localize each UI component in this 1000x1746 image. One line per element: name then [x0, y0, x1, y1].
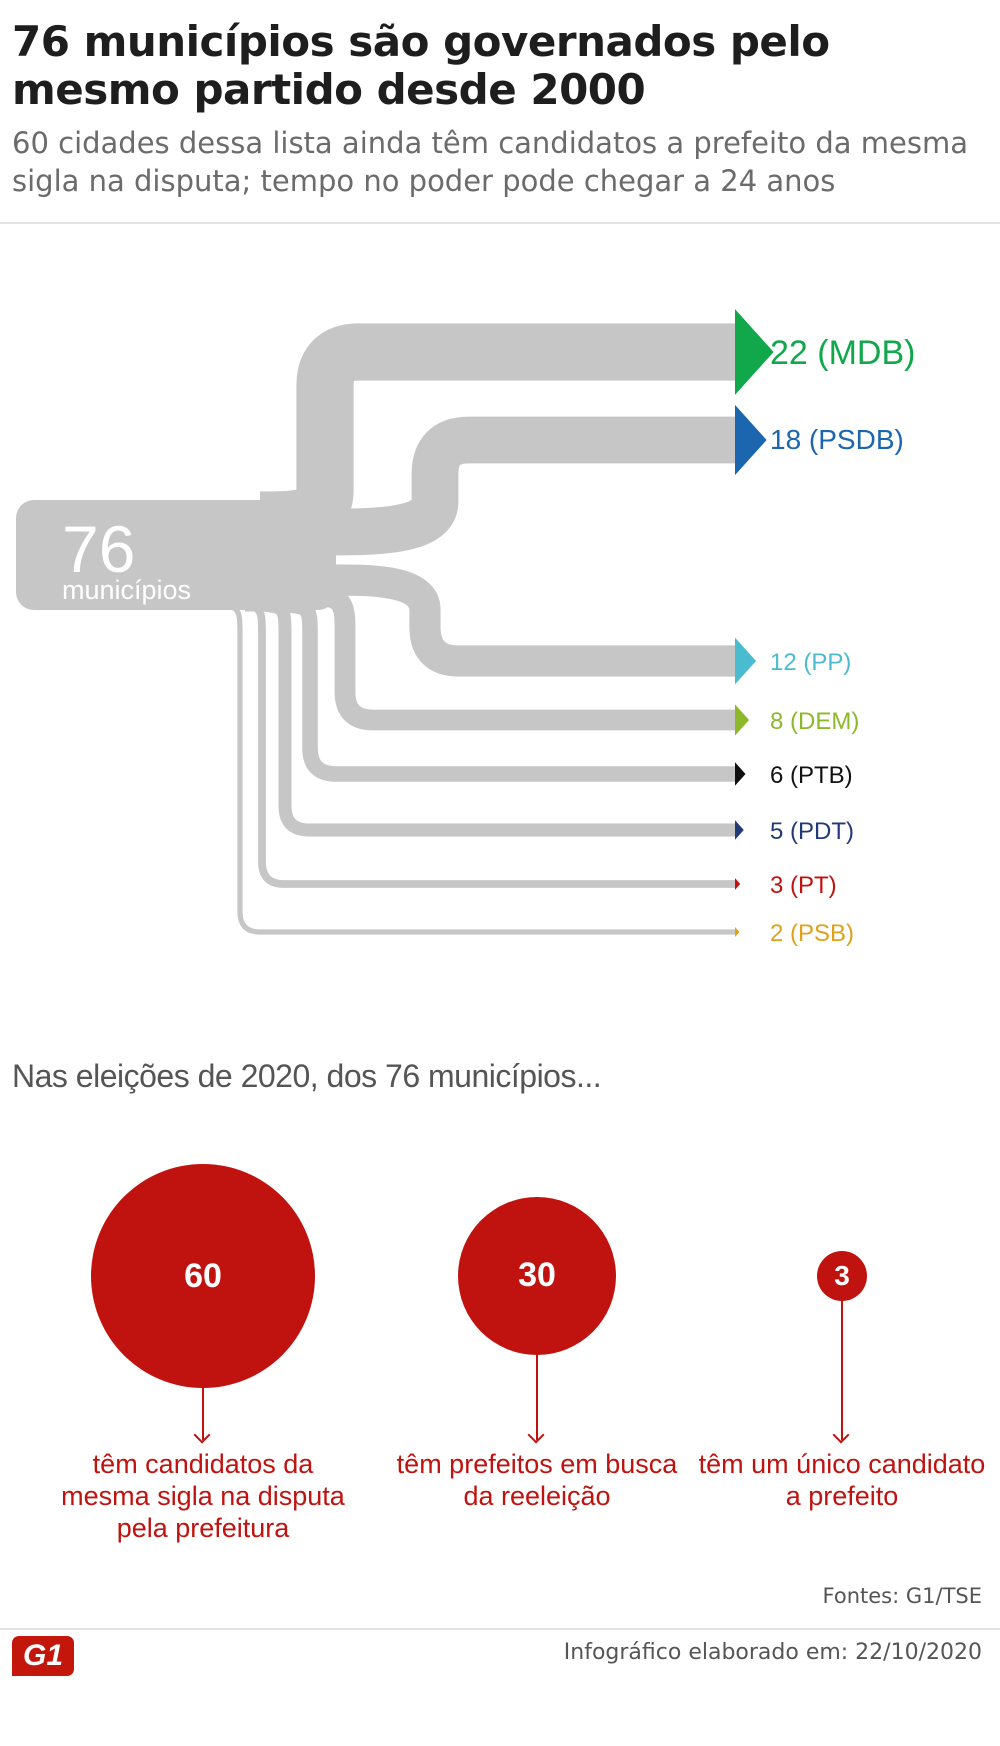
stat-arrow-head-2 [527, 1426, 545, 1444]
page-subtitle: 60 cidades dessa lista ainda têm candida… [12, 126, 968, 198]
flow-diagram: 76 municípios 22 (MDB) 18 (PSDB) 12 (PP) 8 … [16, 309, 915, 947]
flow-links [199, 323, 735, 935]
stat-caption-2: têm prefeitos em busca da reeleição [396, 1449, 678, 1511]
flow-link-psdb [331, 416, 735, 556]
flow-arrow-pp [735, 637, 757, 685]
flow-label-pdt: 5 (PDT) [770, 818, 854, 845]
page-title: 76 municípios são governados pelo mesmo … [12, 17, 830, 114]
stat-arrow-head-3 [832, 1426, 850, 1444]
stats-heading: Nas eleições de 2020, dos 76 municípios.… [12, 1058, 602, 1094]
flow-label-pt: 3 (PT) [770, 872, 837, 899]
flow-label-psb: 2 (PSB) [770, 920, 854, 947]
flow-arrow-dem [735, 704, 750, 736]
source-box [16, 500, 336, 610]
stat-circle-2: 30 [457, 1196, 617, 1356]
stat-arrow-head-1 [193, 1426, 211, 1444]
stat-arrow-line-1 [202, 1388, 204, 1440]
flow-link-pp [331, 564, 735, 677]
stat-caption-1: têm candidatos da mesma sigla na disputa… [61, 1449, 345, 1543]
flow-arrow-ptb [735, 762, 746, 786]
stat-arrow-line-3 [841, 1301, 843, 1440]
top-divider [0, 222, 1000, 224]
stat-caption-3: têm um único candidato a prefeito [698, 1449, 986, 1511]
flow-label-dem: 8 (DEM) [770, 708, 859, 735]
sources-note: Fontes: G1/TSE [822, 1584, 982, 1608]
g1-logo: G1 [12, 1636, 74, 1676]
flow-label-ptb: 6 (PTB) [770, 762, 853, 789]
flow-label-mdb: 22 (MDB) [770, 334, 915, 372]
flow-arrow-pt [735, 878, 741, 890]
flow-targets: 22 (MDB) 18 (PSDB) 12 (PP) 8 (DEM) 6 (PTB) 5 … [735, 309, 915, 947]
stat-circle-1: 60 [91, 1164, 315, 1388]
flow-label-pp: 12 (PP) [770, 649, 851, 676]
flow-label-psdb: 18 (PSDB) [770, 424, 904, 455]
source-label: municípios [62, 575, 191, 605]
flow-arrow-pdt [735, 820, 744, 840]
source-value: 76 [62, 512, 135, 586]
flow-arrow-psb [735, 927, 740, 937]
flow-arrow-psdb [735, 404, 767, 476]
footer-divider [0, 1628, 1000, 1630]
stat-arrow-line-2 [536, 1355, 538, 1440]
flow-arrow-mdb [735, 309, 774, 395]
stat-circle-3: 3 [816, 1250, 868, 1302]
created-date: Infográfico elaborado em: 22/10/2020 [563, 1640, 982, 1665]
